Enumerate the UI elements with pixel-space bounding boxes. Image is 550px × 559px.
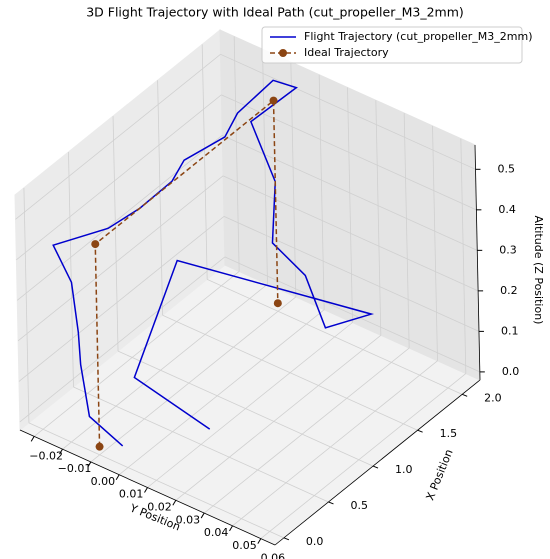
chart-title: 3D Flight Trajectory with Ideal Path (cu… [86, 5, 464, 20]
grid-line [118, 309, 325, 476]
y-tick-label: 0.04 [204, 526, 229, 539]
x-tick-label: 0.5 [350, 499, 368, 512]
grid-line [222, 175, 479, 292]
z-axis-label: Altitude (Z Position) [532, 216, 545, 325]
grid-line [68, 151, 74, 387]
y-tick-label: 0.00 [91, 475, 116, 488]
y-tick-label: 0.01 [119, 488, 144, 501]
grid-line [260, 373, 467, 539]
grid-line [90, 296, 297, 463]
grid-line [233, 36, 240, 272]
y-tick-label: 0.02 [147, 501, 172, 514]
series-marker [91, 240, 100, 249]
y-tick-mark [59, 448, 63, 455]
x-tick-mark [417, 429, 423, 433]
y-axis-line [19, 429, 276, 546]
grid-line [16, 135, 223, 301]
x-axis-label: X Position [423, 447, 455, 502]
grid-line [62, 283, 268, 450]
grid-line [16, 94, 222, 261]
x-tick-mark [372, 465, 379, 469]
x-tick-label: 0.0 [306, 535, 324, 548]
grid-line [318, 74, 325, 310]
y-tick-label: 0.05 [232, 539, 257, 552]
z-tick-label: 0.1 [501, 324, 519, 337]
z-axis-line [474, 144, 481, 381]
grid-line [18, 216, 225, 382]
y-tick-mark [87, 461, 92, 468]
y-tick-mark [200, 512, 205, 519]
grid-line [220, 53, 476, 170]
z-tick-label: 0.4 [498, 203, 515, 216]
x-axis-line [274, 379, 481, 546]
grid-line [432, 125, 438, 361]
z-tick-label: 0.3 [499, 243, 517, 256]
x-tick-mark [461, 393, 468, 397]
legend-marker [279, 49, 287, 57]
z-tick-label: 0.5 [498, 162, 515, 175]
x-tick-mark [328, 501, 334, 505]
series-marker [95, 442, 104, 451]
x-tick-mark [283, 537, 290, 541]
series-marker [269, 96, 278, 105]
x-tick-label: 1.5 [440, 427, 458, 440]
z-tick-label: 0.0 [502, 365, 520, 378]
legend-box [261, 26, 523, 64]
y-tick-mark [115, 474, 120, 480]
legend-label: Flight Trajectory (cut_propeller_M3_2mm) [304, 30, 533, 43]
grid-line [15, 53, 221, 220]
grid-line [203, 347, 410, 514]
y-tick-mark [257, 538, 262, 544]
grid-line [223, 216, 480, 332]
grid-line [17, 175, 224, 342]
grid-line [201, 44, 208, 280]
grid-line [19, 256, 226, 423]
series-line [94, 99, 279, 447]
grid-line [175, 334, 382, 501]
x-tick-label: 1.0 [395, 463, 413, 476]
series-line [52, 79, 375, 447]
y-tick-mark [229, 525, 233, 532]
grid-line [221, 94, 477, 211]
y-tick-label: −0.01 [58, 462, 92, 475]
y-tick-label: 0.06 [261, 552, 286, 559]
y-tick-label: −0.02 [29, 449, 63, 462]
grid-line [33, 271, 240, 437]
legend-label: Ideal Trajectory [304, 46, 389, 59]
grid-line [112, 116, 119, 352]
z-tick-label: 0.2 [500, 284, 518, 297]
y-tick-label: 0.03 [176, 513, 201, 526]
x-tick-label: 2.0 [484, 391, 502, 404]
grid-line [375, 100, 382, 336]
grid-line [147, 322, 353, 488]
y-tick-mark [30, 436, 35, 442]
y-tick-mark [144, 487, 148, 493]
grid-line [23, 187, 30, 423]
grid-line [403, 113, 410, 349]
grid-line [290, 61, 297, 297]
series-marker [273, 299, 282, 308]
grid-line [224, 256, 480, 373]
grid-line [157, 80, 164, 316]
y-tick-mark [172, 500, 177, 506]
grid-line [347, 87, 353, 323]
grid-line [232, 360, 438, 527]
grid-line [460, 138, 467, 374]
